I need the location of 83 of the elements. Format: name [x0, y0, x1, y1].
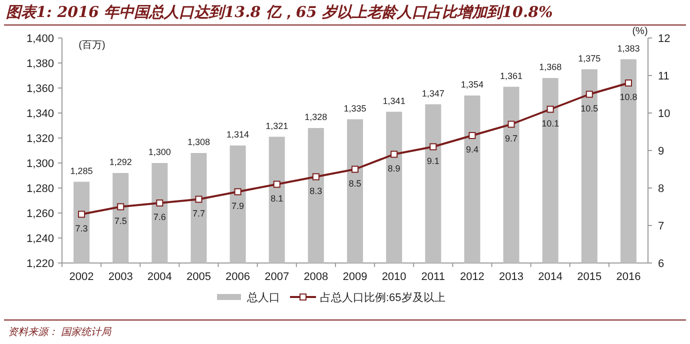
x-tick-label: 2005	[186, 271, 211, 283]
y-tick-label: 1,400	[26, 33, 54, 45]
data-label: 1,328	[304, 112, 328, 122]
y2-tick-label: 7	[658, 220, 664, 232]
y2-tick-label: 12	[658, 33, 670, 45]
data-label: 1,375	[578, 53, 601, 64]
y2-tick-label: 6	[658, 258, 664, 270]
point	[234, 188, 242, 196]
data-label: 9.1	[426, 156, 440, 166]
y-tick-label: 1,260	[26, 208, 54, 220]
y-axis-title: (百万)	[78, 40, 106, 51]
y-tick-label: 1,320	[26, 133, 54, 145]
data-label: 7.5	[114, 216, 127, 226]
data-label: 9.4	[466, 144, 478, 154]
data-label: 7.6	[153, 212, 166, 222]
point	[430, 143, 437, 150]
data-label: 1,292	[109, 157, 132, 167]
chart-title: 图表1: 2016 年中国总人口达到13.8 亿，65 岁以上老龄人口占比增加到10.8%	[6, 3, 553, 21]
data-label: 1,361	[500, 70, 523, 81]
y-tick-label: 1,220	[26, 258, 54, 270]
y-tick-label: 1,360	[26, 83, 54, 95]
point	[312, 173, 320, 180]
point	[117, 203, 124, 210]
data-label: 1,321	[266, 120, 288, 131]
data-label: 8.1	[270, 193, 284, 204]
x-tick-label: 2010	[382, 271, 406, 283]
x-tick-label: 2013	[499, 271, 524, 283]
x-tick-label: 2016	[616, 271, 641, 283]
data-label: 1,354	[460, 80, 484, 90]
x-tick-label: 2008	[304, 271, 328, 283]
data-label: 1,347	[422, 88, 444, 98]
x-tick-label: 2014	[538, 271, 563, 283]
y2-tick-label: 8	[658, 183, 664, 195]
x-tick-label: 2002	[69, 271, 94, 283]
text: 资料来源： 国家统计局	[8, 326, 112, 338]
data-label: 1,300	[148, 147, 171, 157]
data-label: 7.3	[75, 223, 88, 234]
point	[468, 132, 476, 139]
data-label: 10.1	[542, 118, 560, 128]
x-tick-label: 2011	[421, 271, 445, 283]
data-label: 10.8	[620, 92, 638, 102]
y2-axis-title: (%)	[632, 26, 648, 37]
data-label: 8.3	[310, 186, 322, 196]
x-tick-label: 2003	[108, 271, 133, 283]
x-tick-label: 2009	[342, 271, 368, 283]
data-label: 7.9	[232, 200, 244, 211]
x-tick-label: 2006	[226, 271, 250, 283]
data-label: 1,383	[617, 43, 640, 54]
x-tick-label: 2007	[264, 271, 290, 283]
y-tick-label: 1,380	[26, 58, 54, 70]
point	[508, 120, 515, 128]
data-label: 8.9	[388, 163, 400, 174]
point	[546, 106, 554, 113]
x-tick-label: 2015	[577, 271, 602, 283]
point	[78, 210, 86, 218]
y2-tick-label: 9	[658, 146, 664, 158]
data-label: 10.5	[580, 103, 598, 114]
legend-label: 总人口	[246, 291, 280, 304]
y-tick-label: 1,240	[26, 233, 54, 245]
x-tick-label: 2004	[147, 271, 172, 283]
point	[195, 196, 202, 203]
point	[273, 180, 280, 188]
y-tick-label: 1,300	[26, 158, 54, 170]
data-label: 1,314	[226, 130, 250, 140]
y2-tick-label: 10	[658, 108, 670, 120]
data-label: 9.7	[505, 133, 518, 144]
y2-tick-label: 11	[658, 70, 670, 82]
data-label: 7.7	[192, 208, 205, 218]
point	[586, 90, 593, 98]
point	[624, 80, 632, 86]
data-label: 1,368	[539, 62, 562, 72]
data-label: 8.5	[348, 178, 362, 188]
point	[156, 200, 164, 206]
legend-label: 占总人口比例:65岁及以上	[320, 291, 446, 304]
x-tick-label: 2012	[460, 271, 484, 283]
data-label: 1,335	[344, 103, 366, 114]
data-label: 1,308	[187, 137, 210, 147]
point	[352, 166, 358, 173]
y-tick-label: 1,340	[26, 108, 54, 120]
data-label: 1,285	[70, 166, 93, 176]
y-tick-label: 1,280	[26, 183, 54, 195]
point	[390, 150, 398, 158]
data-label: 1,341	[382, 96, 406, 106]
